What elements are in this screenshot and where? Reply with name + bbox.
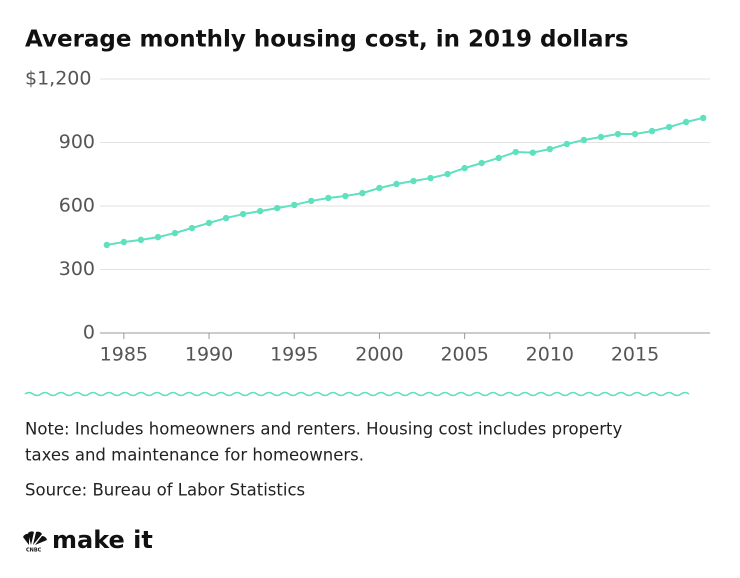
note: taxes and maintenance for homeowners. [25, 446, 364, 465]
point [665, 123, 673, 131]
point [205, 219, 213, 227]
point [376, 184, 383, 192]
point [512, 148, 519, 156]
y-tick-label: 600 [59, 195, 95, 217]
x-tick-label: 2010 [526, 344, 574, 366]
y-tick-label: 0 [83, 322, 95, 344]
point [120, 238, 128, 246]
chart-title: Average monthly housing cost, in 2019 do… [25, 27, 629, 53]
point [342, 192, 349, 200]
point [495, 154, 502, 162]
point [529, 149, 536, 156]
point [393, 180, 400, 188]
point [699, 114, 707, 122]
point [597, 133, 605, 141]
x-tick-label: 2015 [611, 344, 659, 366]
point [325, 194, 332, 202]
point [614, 130, 622, 138]
point [103, 241, 111, 249]
x-tick-label: 2005 [440, 344, 488, 366]
point [461, 164, 468, 172]
point [308, 197, 315, 205]
point [478, 159, 485, 167]
point [274, 204, 281, 212]
divider [24, 391, 690, 397]
logo-small: CNBC [26, 548, 42, 554]
logo-text: make it [52, 526, 153, 554]
point [427, 174, 434, 182]
logo-icon [23, 531, 47, 545]
point [546, 145, 554, 153]
point [359, 189, 366, 197]
point [154, 233, 162, 241]
point [171, 229, 179, 237]
y-tick-label: $1,200 [25, 68, 91, 90]
point [137, 236, 145, 244]
y-tick-label: 900 [59, 131, 95, 153]
point [563, 140, 571, 148]
point [239, 210, 247, 218]
x-tick-label: 1985 [100, 344, 148, 366]
point [410, 177, 417, 185]
line [106, 116, 704, 246]
source: Source: Bureau of Labor Statistics [25, 481, 305, 500]
x-tick-label: 1995 [270, 344, 318, 366]
x-tick-label: 1990 [185, 344, 233, 366]
point [291, 201, 298, 209]
point [444, 170, 451, 178]
point [222, 214, 230, 222]
point [682, 118, 690, 126]
point [188, 224, 196, 232]
point [256, 207, 264, 215]
x-tick-label: 2000 [355, 344, 403, 366]
note: Note: Includes homeowners and renters. H… [25, 420, 622, 439]
point [648, 127, 656, 135]
point [580, 136, 588, 144]
y-tick-label: 300 [59, 258, 95, 280]
point [631, 130, 639, 138]
